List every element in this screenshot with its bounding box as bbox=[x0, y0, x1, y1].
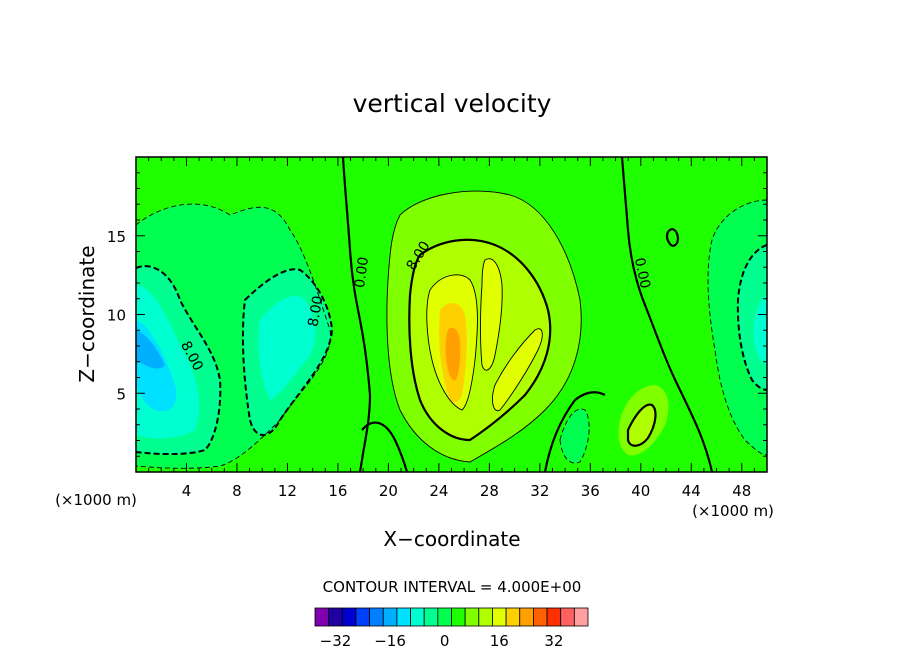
x-tick-label: 4 bbox=[182, 482, 192, 500]
contour-line-dashed-right-neg8 bbox=[736, 244, 767, 391]
x-tick-label: 8 bbox=[232, 482, 242, 500]
colorbar-swatch bbox=[410, 607, 425, 627]
field-small-neg4 bbox=[560, 409, 590, 464]
colorbar-swatch bbox=[396, 607, 411, 627]
colorbar bbox=[314, 607, 589, 627]
y-unit-label: (×1000 m) bbox=[55, 491, 137, 509]
x-unit-label: (×1000 m) bbox=[692, 502, 774, 520]
field-left-neg20 bbox=[136, 330, 165, 369]
contour-line-pos8-east bbox=[626, 403, 657, 447]
plot-area bbox=[136, 157, 767, 472]
colorbar-swatch bbox=[560, 607, 575, 627]
contour-line-dashed-left-neg8 bbox=[136, 265, 222, 456]
x-tick-label: 28 bbox=[480, 482, 499, 500]
contour-line-thin-central bbox=[426, 274, 478, 411]
colorbar-tick-label: −16 bbox=[374, 632, 406, 650]
x-tick-label: 36 bbox=[581, 482, 600, 500]
colorbar-swatch bbox=[314, 607, 330, 627]
colorbar-swatch bbox=[546, 607, 562, 627]
contour-label: 8.00 bbox=[305, 295, 326, 328]
contour-line-dashed-right-outer bbox=[707, 199, 767, 456]
contour-line-zero-left bbox=[341, 157, 372, 472]
contour-line-dashed-mid-neg8 bbox=[241, 268, 334, 436]
colorbar-swatch bbox=[382, 607, 398, 627]
colorbar-swatch bbox=[492, 607, 507, 627]
field-lobe-pos12b bbox=[492, 328, 543, 411]
field-central-pos24 bbox=[445, 327, 461, 381]
contour-label: 0.00 bbox=[631, 256, 653, 290]
y-axis-label: Z−coordinate bbox=[75, 245, 99, 382]
field-right-neg12 bbox=[753, 295, 767, 365]
colorbar-swatch bbox=[437, 607, 452, 627]
x-tick-label: 16 bbox=[328, 482, 347, 500]
colorbar-swatch bbox=[355, 607, 371, 627]
colorbar-swatch bbox=[478, 607, 493, 627]
y-tick-label: 5 bbox=[116, 385, 126, 403]
y-axis-tick-labels: 5 10 15 bbox=[107, 228, 126, 404]
x-axis-tick-labels: 4 8 12 16 20 24 28 32 36 40 44 48 bbox=[182, 482, 752, 500]
contour-line-thin-lobe-b bbox=[492, 328, 543, 412]
chart-title: vertical velocity bbox=[353, 89, 552, 118]
colorbar-swatch bbox=[328, 607, 343, 627]
colorbar-swatch bbox=[341, 607, 357, 627]
y-tick-label: 10 bbox=[107, 307, 126, 325]
colorbar-tick-label: 0 bbox=[440, 632, 450, 650]
contour-line-thin-outer bbox=[386, 190, 582, 463]
colorbar-swatch bbox=[464, 607, 480, 627]
colorbar-swatch bbox=[423, 607, 439, 627]
x-tick-label: 44 bbox=[682, 482, 701, 500]
colorbar-swatch bbox=[451, 607, 466, 627]
x-tick-label: 40 bbox=[631, 482, 650, 500]
colorbar-swatch bbox=[369, 607, 384, 627]
contour-label: 0.00 bbox=[352, 256, 372, 289]
contour-line-zero-right bbox=[620, 157, 714, 472]
field-lobe-pos12 bbox=[480, 258, 503, 371]
colorbar-swatch bbox=[519, 607, 534, 627]
y-axis-ticks bbox=[136, 172, 767, 457]
y-tick-label: 15 bbox=[107, 228, 126, 246]
colorbar-swatch bbox=[505, 607, 521, 627]
x-tick-label: 48 bbox=[732, 482, 751, 500]
contour-line-dashed-small bbox=[559, 408, 590, 464]
colorbar-tick-labels: −32 −16 0 16 32 bbox=[320, 632, 564, 650]
contour-line-dashed-left-outer bbox=[136, 203, 331, 469]
colorbar-swatch bbox=[533, 607, 548, 627]
colorbar-tick-label: 32 bbox=[544, 632, 563, 650]
x-axis-label: X−coordinate bbox=[383, 527, 520, 551]
x-tick-label: 20 bbox=[379, 482, 398, 500]
contour-line-zero-small bbox=[543, 391, 606, 472]
x-tick-label: 32 bbox=[530, 482, 549, 500]
contour-interval-text: CONTOUR INTERVAL = 4.000E+00 bbox=[323, 578, 582, 596]
x-axis-ticks bbox=[148, 157, 755, 472]
colorbar-swatch bbox=[573, 607, 589, 627]
contour-line-thin-lobe bbox=[480, 258, 503, 371]
field-mid-neg12 bbox=[258, 296, 316, 400]
contour-line-zero-low bbox=[361, 421, 409, 472]
x-tick-label: 12 bbox=[278, 482, 297, 500]
colorbar-tick-label: 16 bbox=[490, 632, 509, 650]
contour-line-pos8-central bbox=[408, 238, 552, 442]
colorbar-tick-label: −32 bbox=[320, 632, 352, 650]
x-tick-label: 24 bbox=[429, 482, 448, 500]
contour-line-zero-loop bbox=[665, 228, 680, 247]
contour-lines bbox=[136, 157, 767, 472]
